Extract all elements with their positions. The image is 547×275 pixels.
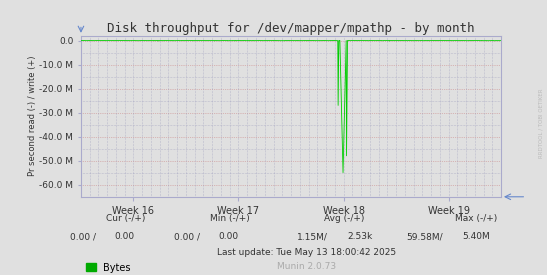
Text: Cur (-/+): Cur (-/+) (106, 214, 146, 223)
Text: 1.15M/: 1.15M/ (298, 232, 328, 241)
Y-axis label: Pr second read (-) / write (+): Pr second read (-) / write (+) (27, 56, 37, 177)
Text: 0.00: 0.00 (219, 232, 239, 241)
Text: 0.00 /: 0.00 / (173, 232, 200, 241)
Text: Munin 2.0.73: Munin 2.0.73 (277, 262, 336, 271)
Legend: Bytes: Bytes (86, 263, 131, 273)
Text: Last update: Tue May 13 18:00:42 2025: Last update: Tue May 13 18:00:42 2025 (217, 248, 396, 257)
Text: RRDTOOL / TOBI OETIKER: RRDTOOL / TOBI OETIKER (538, 89, 543, 158)
Text: 5.40M: 5.40M (462, 232, 490, 241)
Text: Max (-/+): Max (-/+) (455, 214, 497, 223)
Text: Min (-/+): Min (-/+) (210, 214, 249, 223)
Text: 59.58M/: 59.58M/ (406, 232, 443, 241)
Text: Avg (-/+): Avg (-/+) (324, 214, 365, 223)
Text: 0.00 /: 0.00 / (69, 232, 96, 241)
Title: Disk throughput for /dev/mapper/mpathp - by month: Disk throughput for /dev/mapper/mpathp -… (107, 21, 475, 35)
Text: 0.00: 0.00 (115, 232, 135, 241)
Text: 2.53k: 2.53k (347, 232, 373, 241)
